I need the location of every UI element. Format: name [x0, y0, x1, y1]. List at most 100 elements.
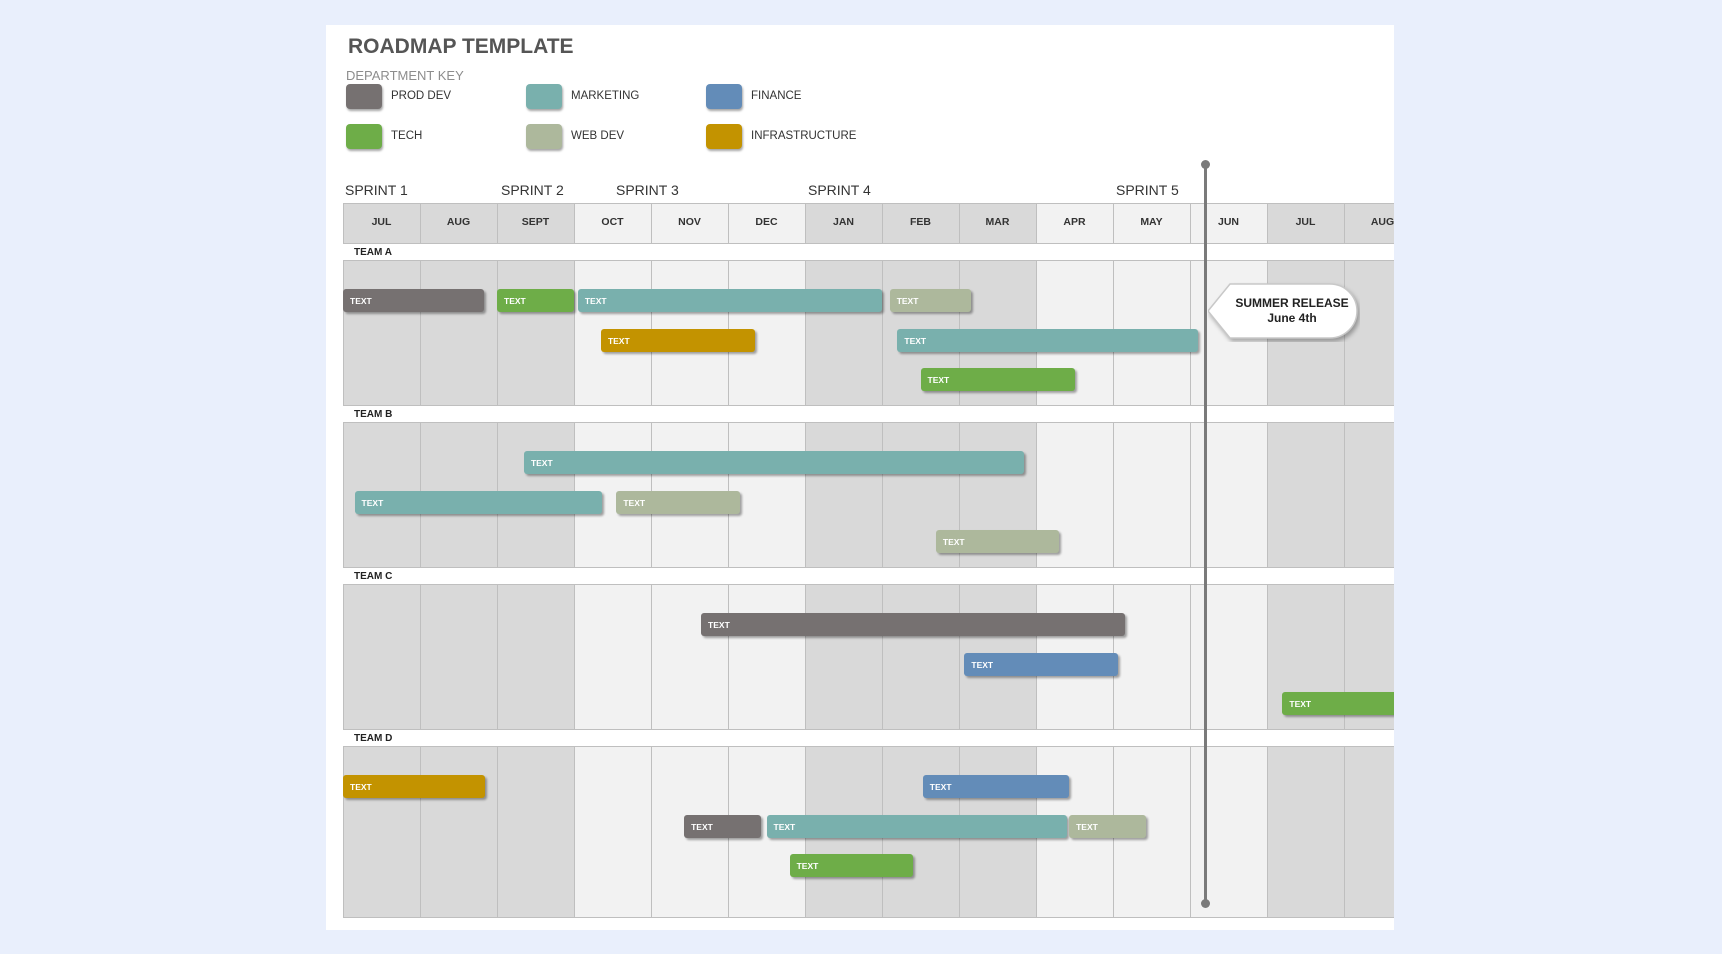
task-bar[interactable]: TEXT	[701, 613, 1125, 636]
task-label: TEXT	[896, 296, 919, 306]
task-bar[interactable]: TEXT	[354, 491, 603, 514]
legend-label: MARKETING	[571, 90, 640, 102]
legend-swatch	[526, 84, 562, 109]
task-bar[interactable]: TEXT	[577, 289, 882, 312]
month-label: JUN	[1217, 216, 1239, 228]
milestone-top-dot	[1201, 160, 1210, 169]
sprint-label: SPRINT 3	[616, 182, 679, 198]
team-header: TEAM B	[343, 405, 1394, 423]
task-label: TEXT	[904, 336, 927, 346]
month-label: DEC	[755, 216, 778, 228]
month-column	[1036, 203, 1113, 918]
month-column	[882, 203, 959, 918]
milestone-title: SUMMER RELEASE	[1235, 296, 1349, 310]
task-label: TEXT	[584, 296, 607, 306]
sprint-label: SPRINT 1	[345, 182, 408, 198]
month-label: AUG	[1370, 216, 1394, 228]
header-line	[343, 203, 1394, 204]
grid-line	[1113, 203, 1114, 918]
department-key-label: DEPARTMENT KEY	[346, 68, 464, 83]
team-label: TEAM D	[354, 733, 393, 744]
milestone-line	[1201, 160, 1210, 908]
task-bar[interactable]: TEXT	[935, 530, 1060, 553]
month-column	[420, 203, 497, 918]
task-bar[interactable]: TEXT	[1069, 815, 1147, 838]
month-label: FEB	[910, 216, 931, 228]
task-bar[interactable]: TEXT	[920, 368, 1075, 391]
legend-label: INFRASTRUCTURE	[751, 130, 857, 142]
task-bar[interactable]: TEXT	[497, 289, 574, 312]
team-label: TEAM C	[354, 571, 393, 582]
legend-swatch	[346, 124, 382, 149]
grid-line	[882, 203, 883, 918]
month-label: MAY	[1140, 216, 1163, 228]
task-bar[interactable]: TEXT	[964, 653, 1119, 676]
month-column	[343, 203, 420, 918]
task-bar[interactable]: TEXT	[766, 815, 1067, 838]
grid-line	[1036, 203, 1037, 918]
task-label: TEXT	[691, 822, 713, 832]
team-header: TEAM C	[343, 567, 1394, 585]
task-bar[interactable]: TEXT	[897, 329, 1198, 352]
task-bar[interactable]: TEXT	[616, 491, 740, 514]
task-bar[interactable]: TEXT	[922, 775, 1070, 798]
page-title: ROADMAP TEMPLATE	[348, 35, 574, 58]
team-header: TEAM D	[343, 729, 1394, 747]
grid-line	[1344, 203, 1345, 918]
team-label: TEAM A	[354, 247, 392, 258]
sprint-label: SPRINT 2	[501, 182, 564, 198]
task-bar[interactable]: TEXT	[600, 329, 755, 352]
legend-label: FINANCE	[751, 90, 802, 102]
grid-line	[805, 203, 806, 918]
legend-swatch	[346, 84, 382, 109]
legend-swatch	[706, 124, 742, 149]
grid-line	[728, 203, 729, 918]
grid-line	[959, 203, 960, 918]
month-column	[574, 203, 651, 918]
callout-shape	[1208, 283, 1358, 339]
month-label: SEPT	[521, 216, 550, 228]
month-label: JUL	[371, 216, 392, 228]
team-label: TEAM B	[354, 409, 393, 420]
month-label: AUG	[446, 216, 471, 228]
grid-line	[420, 203, 421, 918]
task-bar[interactable]: TEXT	[343, 289, 484, 312]
milestone-bottom-dot	[1201, 899, 1210, 908]
task-label: TEXT	[773, 822, 796, 832]
task-label: TEXT	[623, 498, 646, 508]
roadmap-sheet: ROADMAP TEMPLATE DEPARTMENT KEY PROD DEV…	[326, 25, 1394, 930]
month-label: APR	[1063, 216, 1086, 228]
grid-line	[497, 203, 498, 918]
month-column	[1113, 203, 1190, 918]
task-bar[interactable]: TEXT	[1282, 692, 1394, 715]
task-bar[interactable]: TEXT	[523, 451, 1025, 474]
task-label: TEXT	[1076, 822, 1098, 832]
grid-line	[574, 203, 575, 918]
task-label: TEXT	[971, 660, 994, 670]
legend-label: PROD DEV	[391, 90, 452, 102]
month-column	[651, 203, 728, 918]
grid-line	[343, 203, 344, 918]
grid-line	[651, 203, 652, 918]
task-bar[interactable]: TEXT	[889, 289, 971, 312]
team-header: TEAM A	[343, 243, 1394, 261]
month-label: JAN	[832, 216, 854, 228]
month-label: OCT	[601, 216, 624, 228]
month-column	[959, 203, 1036, 918]
grid-bottom-line	[343, 917, 1394, 918]
grid-line	[1267, 203, 1268, 918]
task-label: TEXT	[796, 861, 819, 871]
task-label: TEXT	[927, 375, 950, 385]
task-bar[interactable]: TEXT	[343, 775, 486, 798]
legend-label: TECH	[391, 130, 423, 142]
task-bar[interactable]: TEXT	[789, 854, 913, 877]
month-column	[497, 203, 574, 918]
month-label: JUL	[1295, 216, 1316, 228]
task-label: TEXT	[929, 782, 952, 792]
task-label: TEXT	[1289, 699, 1312, 709]
task-bar[interactable]: TEXT	[684, 815, 762, 838]
task-label: TEXT	[350, 296, 372, 306]
sprint-label: SPRINT 5	[1116, 182, 1179, 198]
legend-swatch	[526, 124, 562, 149]
month-column	[728, 203, 805, 918]
